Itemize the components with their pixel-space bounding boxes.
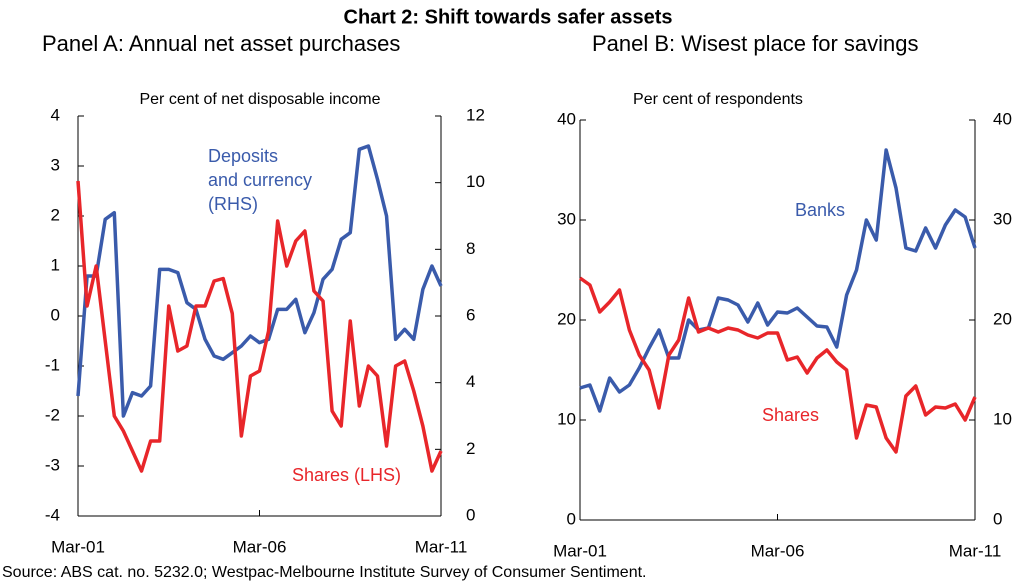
y2-tick-label: 0 <box>993 509 1002 528</box>
x-tick-label: Mar-11 <box>949 541 1002 560</box>
series-line <box>76 180 443 473</box>
x-tick-label: Mar-01 <box>51 537 105 556</box>
x-tick-label: Mar-06 <box>751 541 805 560</box>
series-label: Shares <box>762 405 820 425</box>
series-line <box>579 148 977 413</box>
y-tick-label: 4 <box>51 105 60 124</box>
y2-tick-label: 30 <box>993 209 1012 228</box>
x-tick-label: Mar-06 <box>233 537 287 556</box>
source: Source: ABS cat. no. 5232.0; Westpac-Mel… <box>2 564 646 581</box>
chart-title: Chart 2: Shift towards safer assets <box>344 6 673 28</box>
y-axis-label: Per cent of respondents <box>633 91 803 108</box>
y-tick-label: 20 <box>557 309 576 328</box>
y-tick-label: 40 <box>557 109 576 128</box>
y-tick-label: -4 <box>45 505 60 524</box>
y-tick-label: -3 <box>45 455 60 474</box>
y-axis-label: Per cent of net disposable income <box>139 91 380 108</box>
series-line <box>578 276 977 454</box>
x-tick-label: Mar-11 <box>415 537 468 556</box>
series-line <box>76 144 443 418</box>
series-label: Deposits and currency (RHS) <box>208 146 313 214</box>
x-tick-label: Mar-01 <box>553 541 607 560</box>
panel-title: Panel B: Wisest place for savings <box>592 31 918 56</box>
panel-title: Panel A: Annual net asset purchases <box>42 31 400 56</box>
y2-tick-label: 2 <box>466 439 475 458</box>
y2-tick-label: 0 <box>466 505 475 524</box>
y-tick-label: 3 <box>51 155 60 174</box>
y-tick-label: 30 <box>557 209 576 228</box>
series-label: Banks <box>795 200 846 220</box>
y-tick-label: 0 <box>567 509 576 528</box>
y2-tick-label: 40 <box>993 109 1012 128</box>
y2-tick-label: 8 <box>466 239 475 258</box>
y2-tick-label: 6 <box>466 305 475 324</box>
y2-tick-label: 4 <box>466 372 475 391</box>
y-tick-label: 0 <box>51 305 60 324</box>
y-tick-label: 2 <box>51 205 60 224</box>
y2-tick-label: 12 <box>466 105 485 124</box>
y2-tick-label: 10 <box>993 409 1012 428</box>
y-tick-label: -1 <box>45 355 60 374</box>
y2-tick-label: 20 <box>993 309 1012 328</box>
series-label: Shares (LHS) <box>292 465 402 485</box>
y-tick-label: 1 <box>51 255 60 274</box>
y-tick-label: -2 <box>45 405 60 424</box>
y-tick-label: 10 <box>557 409 576 428</box>
y2-tick-label: 10 <box>466 172 485 191</box>
